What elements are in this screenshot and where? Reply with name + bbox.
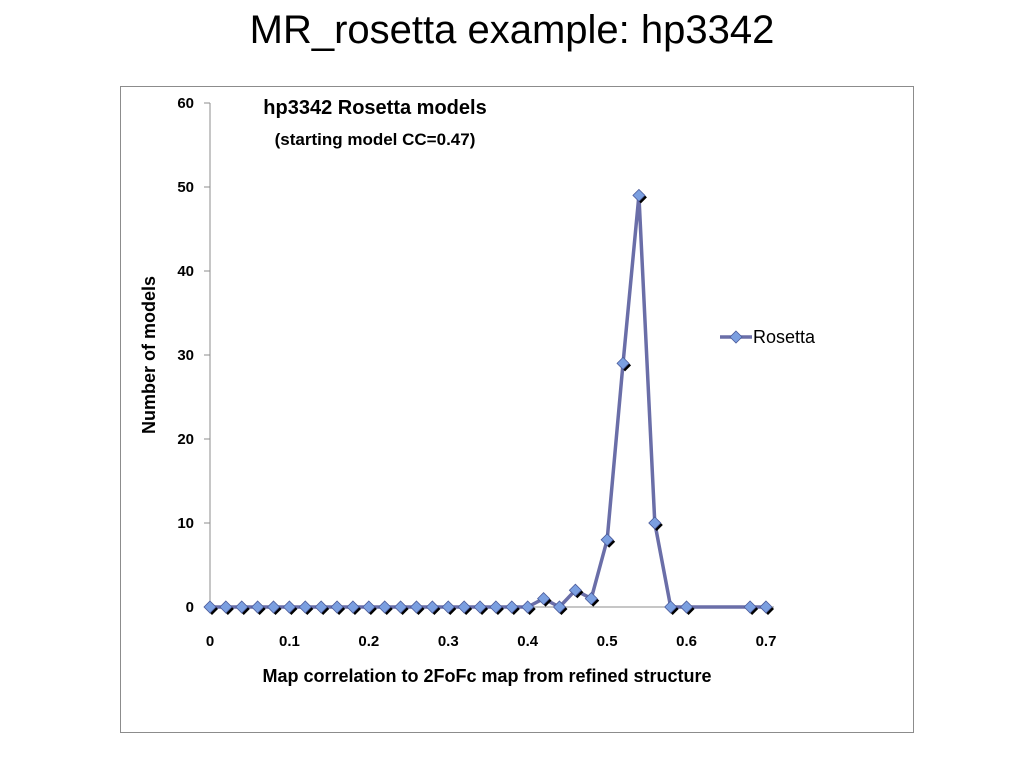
- x-tick-label: 0.1: [279, 633, 300, 650]
- y-axis-title: Number of models: [139, 276, 159, 434]
- data-point: [394, 600, 408, 614]
- data-point: [457, 600, 471, 614]
- legend-label: Rosetta: [753, 327, 816, 347]
- data-point: [664, 600, 678, 614]
- x-tick-label: 0.4: [517, 633, 539, 650]
- data-point: [568, 583, 582, 597]
- x-tick-label: 0.5: [597, 633, 618, 650]
- y-tick-label: 30: [177, 347, 194, 364]
- legend-marker: [729, 330, 743, 344]
- data-point: [251, 600, 265, 614]
- data-point: [743, 600, 757, 614]
- chart-subtitle: (starting model CC=0.47): [275, 130, 476, 149]
- y-tick-label: 10: [177, 515, 194, 532]
- data-point: [584, 592, 598, 606]
- data-point: [203, 600, 217, 614]
- y-tick-label: 20: [177, 431, 194, 448]
- x-tick-label: 0.7: [756, 633, 777, 650]
- data-point: [235, 600, 249, 614]
- data-point: [282, 600, 296, 614]
- data-point: [378, 600, 392, 614]
- data-point: [266, 600, 281, 614]
- data-point: [632, 188, 646, 202]
- data-point: [473, 600, 487, 614]
- chart-title: hp3342 Rosetta models: [263, 97, 486, 119]
- x-tick-label: 0: [206, 633, 214, 650]
- y-tick-label: 0: [186, 599, 194, 616]
- x-tick-label: 0.2: [358, 633, 379, 650]
- x-tick-label: 0.6: [676, 633, 697, 650]
- data-point: [600, 533, 614, 547]
- data-point: [505, 600, 519, 614]
- y-tick-label: 50: [177, 179, 194, 196]
- data-point: [648, 516, 662, 530]
- data-point: [219, 600, 233, 614]
- series-line: [210, 193, 766, 609]
- data-point: [759, 600, 773, 614]
- data-point: [489, 600, 503, 614]
- data-point: [330, 600, 344, 614]
- y-tick-label: 60: [177, 95, 194, 112]
- data-point: [537, 592, 551, 606]
- slide-title: MR_rosetta example: hp3342: [249, 8, 775, 52]
- data-point: [552, 600, 567, 614]
- data-point: [314, 600, 328, 614]
- chart-frame: [120, 86, 914, 733]
- data-point: [521, 600, 535, 614]
- x-axis-title: Map correlation to 2FoFc map from refine…: [262, 666, 711, 686]
- data-point: [346, 600, 360, 614]
- x-tick-label: 0.3: [438, 633, 459, 650]
- data-point: [409, 600, 424, 614]
- data-point: [298, 600, 312, 614]
- data-point: [362, 600, 376, 614]
- data-point: [441, 600, 455, 614]
- data-point: [680, 600, 694, 614]
- data-point: [616, 356, 630, 370]
- y-tick-label: 40: [177, 263, 194, 280]
- data-point: [425, 600, 439, 614]
